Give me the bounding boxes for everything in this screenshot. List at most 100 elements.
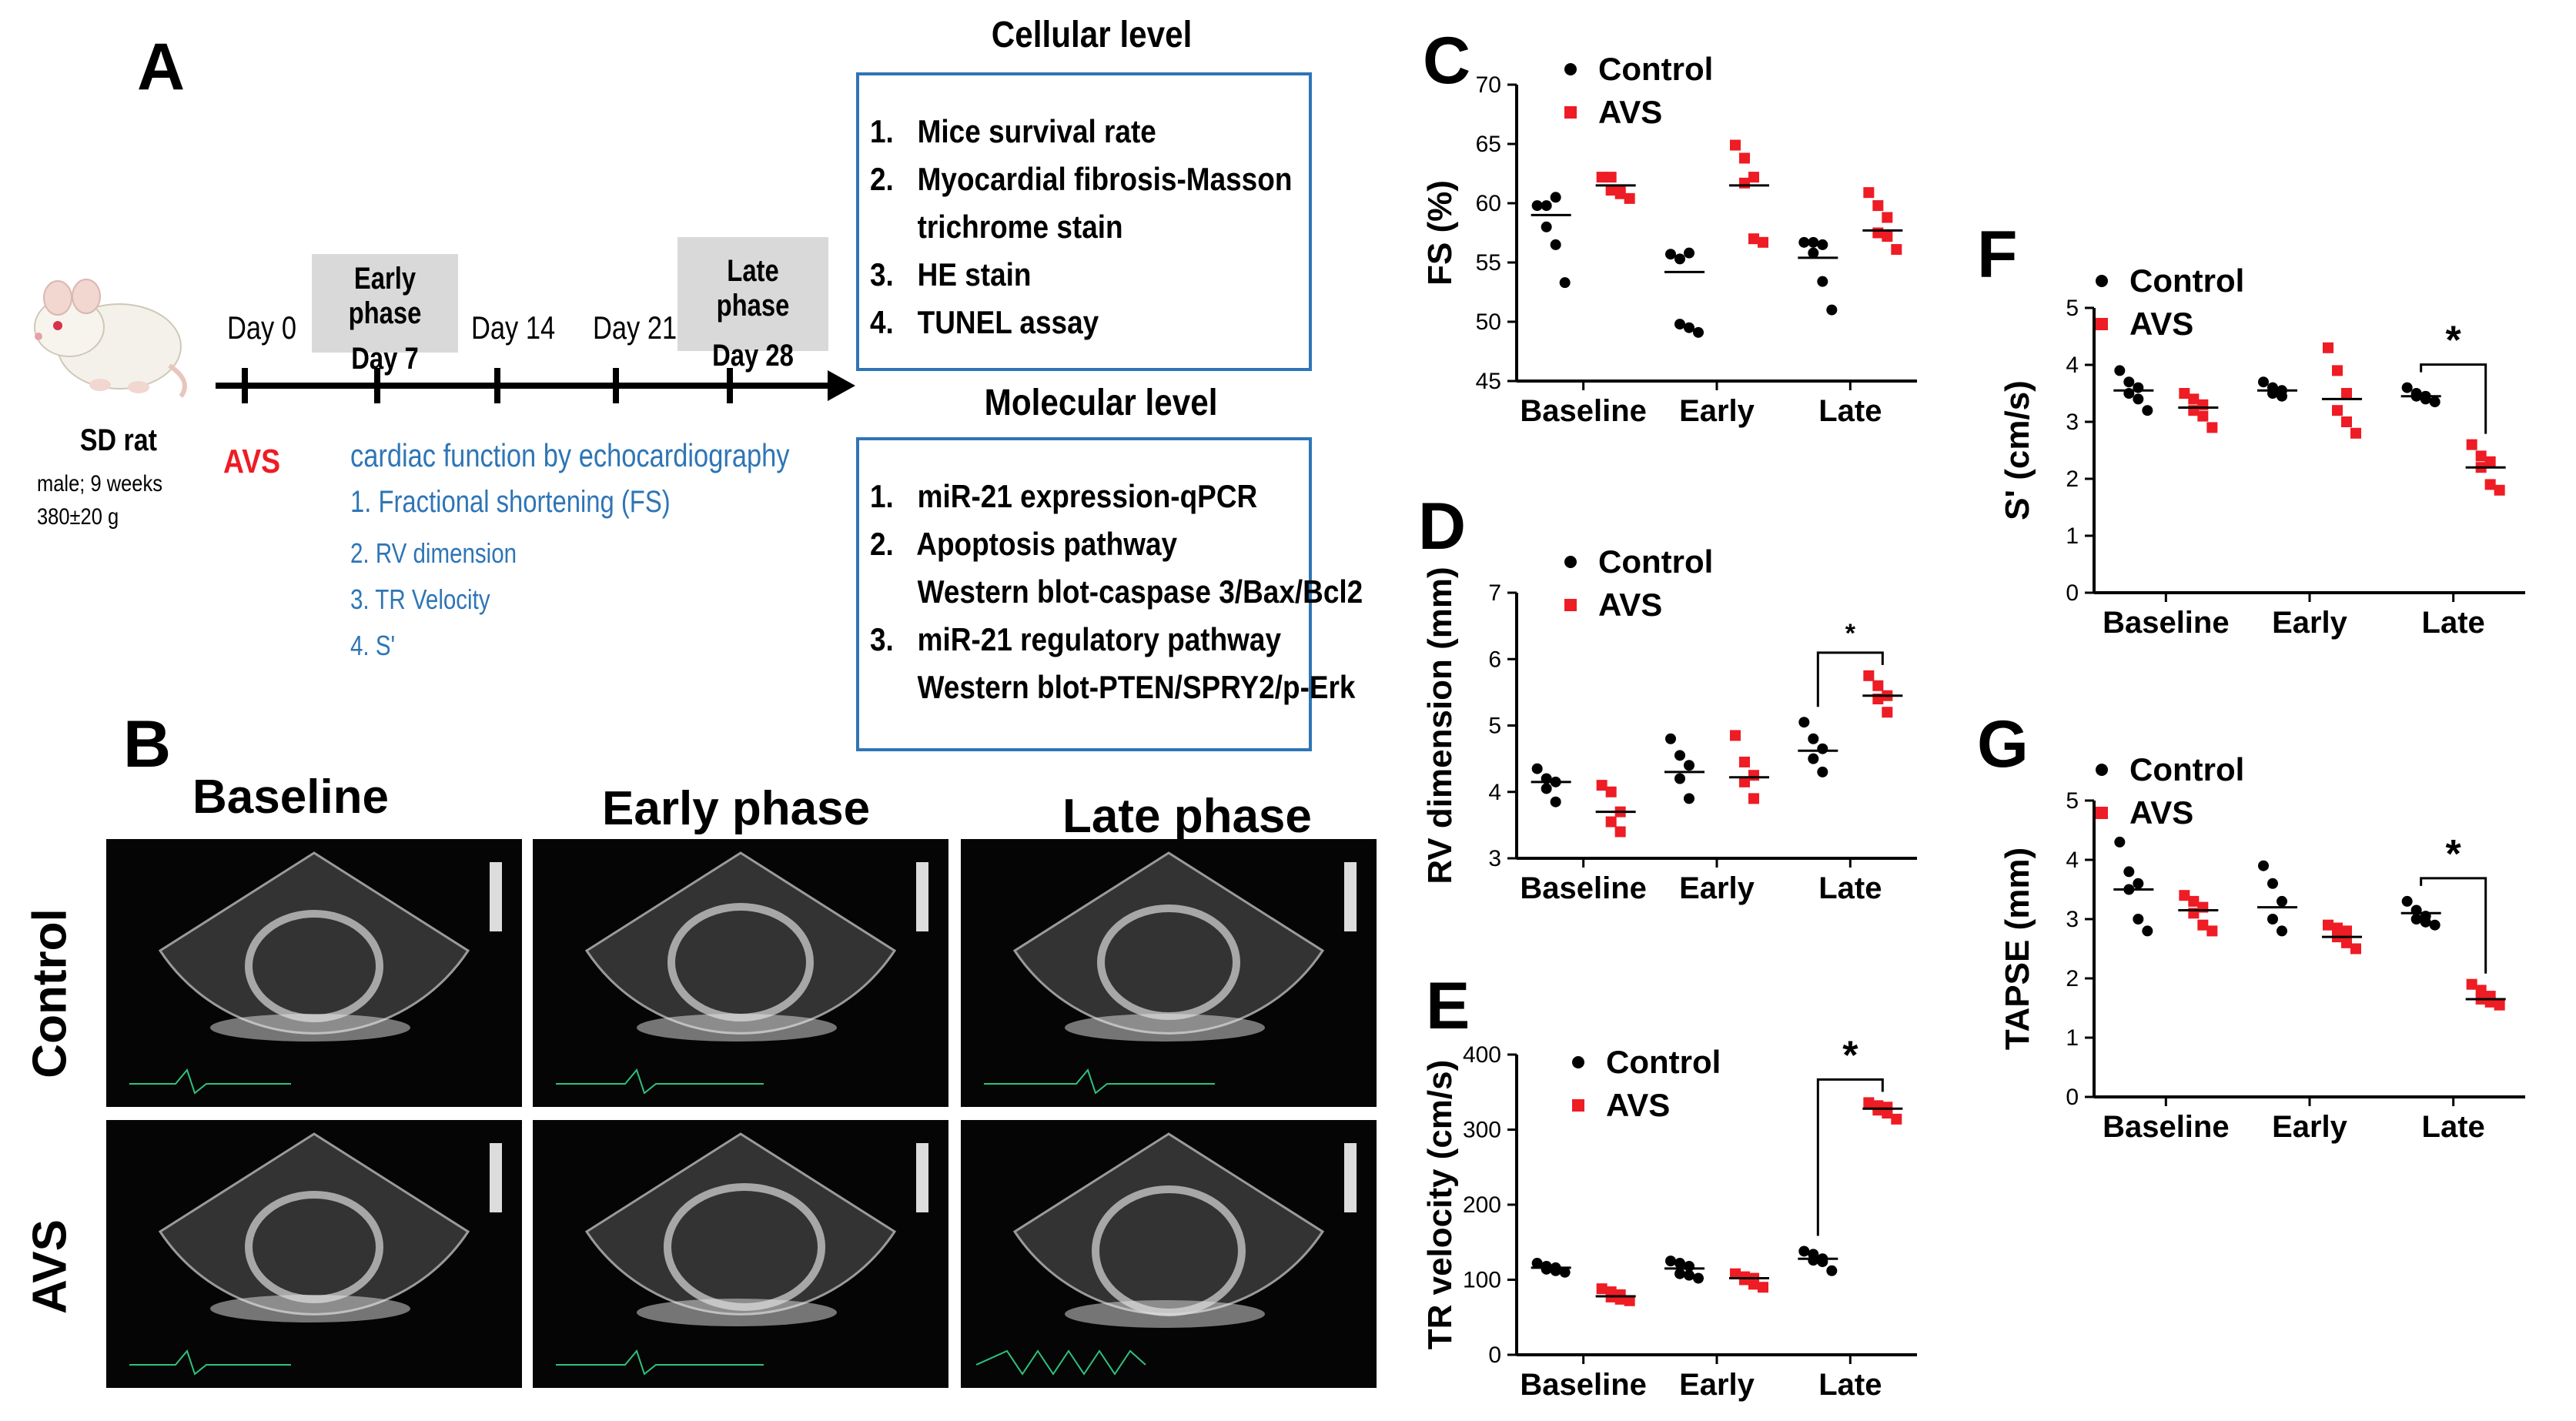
- early-phase-box: Early phase Day 7: [312, 254, 458, 376]
- echo-title: cardiac function by echocardiography: [350, 437, 790, 473]
- y-tick-label: 4: [2066, 353, 2079, 378]
- control-point: [1808, 236, 1819, 248]
- y-axis-label: TR velocity (cm/s): [1421, 1060, 1459, 1350]
- panel-g-label: G: [1977, 707, 2029, 781]
- control-point: [2142, 925, 2153, 937]
- x-tick-label: Baseline: [2103, 1110, 2230, 1144]
- x-tick-label: Late: [1818, 394, 1882, 428]
- control-point: [1808, 753, 1819, 764]
- control-point: [1808, 733, 1819, 744]
- avs-point: [1605, 816, 1617, 828]
- row-avs: AVS: [23, 1219, 77, 1314]
- y-tick-label: 65: [1476, 132, 1501, 157]
- avs-point: [1882, 231, 1893, 242]
- y-tick-label: 60: [1476, 191, 1501, 216]
- echo-avs-late: [961, 1120, 1377, 1388]
- y-axis-label: TAPSE (mm): [1999, 848, 2036, 1050]
- y-tick-label: 100: [1463, 1268, 1501, 1293]
- avs-point: [1596, 780, 1607, 791]
- early-phase-title: Early phase: [348, 262, 422, 330]
- avs-point: [1739, 177, 1750, 189]
- legend-control-marker: [2096, 275, 2108, 287]
- echo-control-late: [961, 839, 1377, 1107]
- y-tick-label: 70: [1476, 72, 1501, 98]
- control-point: [1684, 793, 1694, 804]
- avs-point: [1614, 826, 1626, 838]
- cellular-item: 3. HE stain: [870, 256, 1032, 293]
- legend-label: AVS: [2129, 306, 2193, 342]
- cellular-item: 1. Mice survival rate: [870, 113, 1156, 149]
- legend-label: AVS: [2129, 794, 2193, 831]
- chart-d: 3 4 5 6 7 Baseline Early Late RV dimension (mm) *…: [1421, 543, 1917, 905]
- avs-point: [2323, 919, 2333, 931]
- avs-point: [1730, 139, 1741, 151]
- chart-e: 0 100 200 300 400 Baseline Early Late TR velocit…: [1421, 1033, 1917, 1402]
- control-point: [2410, 914, 2422, 924]
- control-point: [1826, 1265, 1838, 1276]
- y-tick-label: 200: [1463, 1192, 1501, 1218]
- avs-point: [1748, 233, 1759, 245]
- y-tick-label: 2: [2066, 966, 2079, 991]
- control-point: [1541, 1263, 1552, 1275]
- avs-point: [1863, 670, 1875, 681]
- x-tick-label: Early: [1679, 1368, 1755, 1402]
- panel-c-label: C: [1423, 24, 1471, 98]
- legend-label: AVS: [1598, 587, 1662, 623]
- control-point: [1798, 717, 1810, 728]
- legend-label: Control: [1598, 543, 1713, 580]
- avs-point: [1605, 172, 1617, 183]
- significance-bracket: [1816, 651, 1884, 707]
- y-axis-label: RV dimension (mm): [1421, 567, 1459, 884]
- late-phase-day: Day 28: [712, 339, 794, 373]
- control-point: [1550, 796, 1561, 807]
- legend-avs-marker: [2096, 807, 2108, 819]
- avs-point: [2179, 388, 2190, 399]
- label-day0: Day 0: [227, 309, 296, 346]
- control-point: [1541, 783, 1552, 794]
- control-point: [2133, 878, 2144, 889]
- avs-point: [1872, 227, 1884, 239]
- control-point: [2429, 919, 2441, 931]
- rat-illustration: [34, 279, 187, 398]
- molecular-item: 2. Apoptosis pathway: [870, 526, 1178, 562]
- y-tick-label: 55: [1476, 250, 1501, 276]
- late-phase-title: Late phase: [716, 254, 790, 323]
- y-axis-label: FS (%): [1421, 180, 1459, 286]
- x-tick-label: Early: [2272, 606, 2348, 640]
- significance-bracket: [1816, 1078, 1884, 1236]
- legend-label: AVS: [1598, 94, 1662, 130]
- control-point: [1665, 733, 1676, 744]
- control-point: [1550, 239, 1561, 250]
- y-axis-label: S' (cm/s): [1999, 380, 2036, 520]
- avs-point: [1739, 756, 1750, 767]
- control-point: [1693, 326, 1704, 338]
- avs-point: [1614, 188, 1626, 199]
- echo-avs-baseline: [106, 1120, 522, 1388]
- panel-d-label: D: [1418, 490, 1467, 563]
- control-point: [1817, 766, 1828, 777]
- y-tick-label: 300: [1463, 1118, 1501, 1143]
- legend-control-marker: [1572, 1056, 1584, 1068]
- control-point: [1665, 1255, 1676, 1267]
- y-tick-label: 5: [2066, 788, 2079, 814]
- control-point: [2123, 376, 2135, 388]
- avs-point: [1739, 776, 1750, 787]
- legend-avs-marker: [1564, 106, 1577, 119]
- x-tick-label: Early: [1679, 394, 1755, 428]
- cellular-list: 1. Mice survival rate 2. Myocardial fibr…: [870, 108, 1309, 346]
- late-phase-box: Late phase Day 28: [677, 237, 828, 373]
- significance-star: *: [1845, 619, 1856, 648]
- control-point: [2277, 925, 2287, 937]
- molecular-list: 1. miR-21 expression-qPCR 2. Apoptosis p…: [870, 473, 1363, 711]
- y-tick-label: 4: [1488, 780, 1501, 805]
- col-early: Early phase: [602, 782, 871, 835]
- avs-point: [1739, 152, 1750, 164]
- avs-point: [1748, 1279, 1759, 1290]
- control-point: [1674, 319, 1685, 330]
- avs-point: [2332, 365, 2343, 376]
- x-tick-label: Baseline: [1520, 871, 1647, 905]
- y-tick-label: 2: [2066, 466, 2079, 492]
- control-point: [2123, 866, 2135, 878]
- tick-day0: [242, 368, 248, 403]
- x-tick-label: Baseline: [2103, 606, 2230, 640]
